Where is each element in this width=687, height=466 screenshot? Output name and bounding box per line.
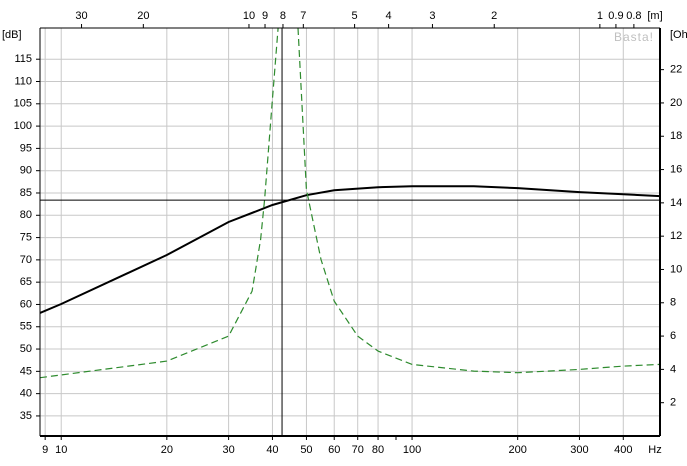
x-tick-label: 60 [328, 444, 340, 456]
y-axis-label: [dB] [2, 29, 22, 41]
x2-tick-label: 0.8 [626, 10, 641, 22]
x-tick-label: 300 [570, 444, 588, 456]
x-tick-label: 40 [266, 444, 278, 456]
y-tick-label: 50 [20, 343, 32, 355]
x-axis-label: Hz [648, 444, 661, 456]
x2-tick-label: 9 [262, 10, 268, 22]
y-tick-label: 75 [20, 231, 32, 243]
x2-tick-label: 7 [300, 10, 306, 22]
x2-tick-label: 8 [280, 10, 286, 22]
y-tick-label: 85 [20, 187, 32, 199]
plot-area [40, 28, 660, 436]
grid [40, 28, 660, 436]
x-tick-label: 70 [352, 444, 364, 456]
y-tick-label: 80 [20, 209, 32, 221]
y2-axis-label: [Ohm] [670, 29, 687, 41]
y-tick-label: 65 [20, 276, 32, 288]
x-tick-label: 9 [42, 444, 48, 456]
y-tick-label: 95 [20, 142, 32, 154]
x-tick-label: 20 [161, 444, 173, 456]
y-tick-label: 115 [14, 53, 32, 65]
y2-tick-label: 18 [670, 130, 682, 142]
x-tick-label: 100 [403, 444, 421, 456]
x-tick-label: 30 [222, 444, 234, 456]
x2-tick-label: 10 [243, 10, 255, 22]
x2-tick-label: 30 [75, 10, 87, 22]
series-line [40, 28, 660, 379]
x2-tick-label: 3 [429, 10, 435, 22]
y2-tick-label: 20 [670, 97, 682, 109]
y-tick-label: 55 [20, 321, 32, 333]
x-tick-label: 10 [55, 444, 67, 456]
x2-tick-label: 2 [491, 10, 497, 22]
x2-tick-label: 1 [597, 10, 603, 22]
y2-tick-label: 16 [670, 163, 682, 175]
y-tick-label: 105 [14, 98, 32, 110]
series-line [40, 185, 660, 314]
y-tick-label: 110 [14, 75, 32, 87]
x2-tick-label: 4 [386, 10, 392, 22]
y2-tick-label: 4 [670, 363, 676, 375]
y2-tick-label: 8 [670, 297, 676, 309]
y-tick-label: 40 [20, 388, 32, 400]
x2-tick-label: 5 [352, 10, 358, 22]
x2-axis-label: [m] [647, 10, 662, 22]
y-tick-label: 90 [20, 165, 32, 177]
y2-tick-label: 6 [670, 330, 676, 342]
x2-tick-label: 0.9 [608, 10, 623, 22]
curves [40, 28, 660, 379]
x-tick-label: 50 [300, 444, 312, 456]
y2-tick-label: 14 [670, 197, 682, 209]
x-tick-label: 80 [372, 444, 384, 456]
y-tick-label: 100 [14, 120, 32, 132]
y2-tick-label: 12 [670, 230, 682, 242]
y2-tick-label: 10 [670, 263, 682, 275]
y-tick-label: 45 [20, 365, 32, 377]
y-tick-label: 35 [20, 410, 32, 422]
x2-tick-label: 20 [137, 10, 149, 22]
y2-tick-label: 2 [670, 397, 676, 409]
x-tick-label: 200 [508, 444, 526, 456]
x-tick-label: 400 [614, 444, 632, 456]
y-tick-label: 60 [20, 298, 32, 310]
y2-tick-label: 22 [670, 64, 682, 76]
y-tick-label: 70 [20, 254, 32, 266]
watermark: Basta! [614, 30, 654, 44]
